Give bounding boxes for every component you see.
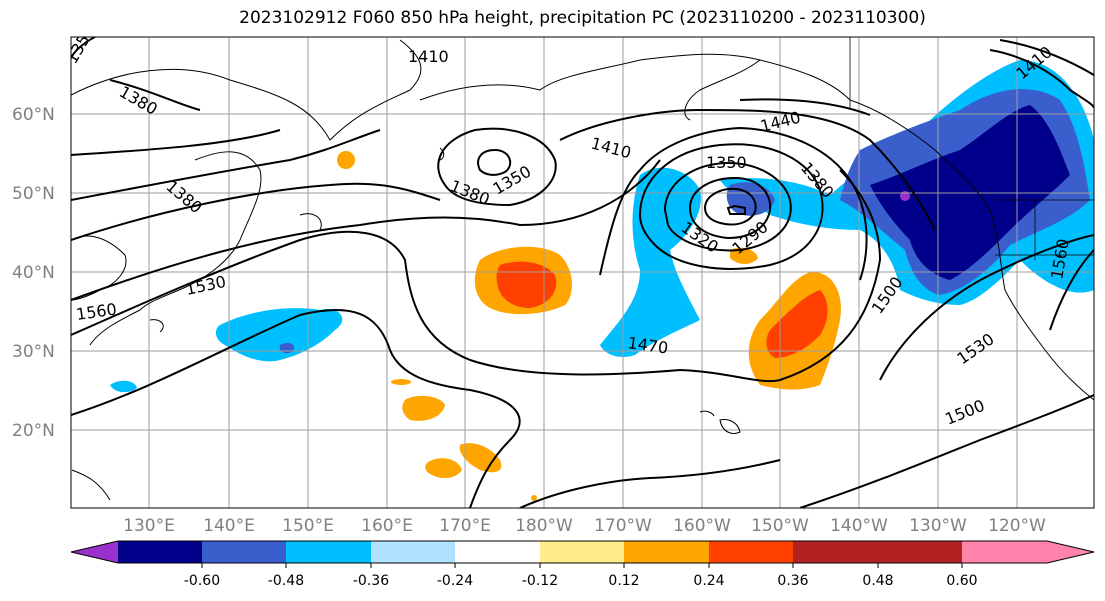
boundaries bbox=[849, 37, 1094, 260]
lon-label: 150°E bbox=[282, 516, 334, 536]
colorbar-segment bbox=[878, 541, 962, 563]
colorbar-segment bbox=[624, 541, 709, 563]
colorbar-tick-label: 0.48 bbox=[862, 573, 893, 589]
colorbar-segment bbox=[286, 541, 371, 563]
map-frame bbox=[70, 36, 1095, 509]
colorbar-tick-label: -0.48 bbox=[268, 573, 304, 589]
lon-label: 160°E bbox=[361, 516, 413, 536]
map-title: 2023102912 F060 850 hPa height, precipit… bbox=[239, 8, 926, 28]
lon-label: 140°E bbox=[203, 516, 255, 536]
coastlines bbox=[71, 39, 1094, 501]
lon-label: 130°W bbox=[909, 516, 967, 536]
longitude-labels: 130°E 140°E 150°E 160°E 170°E 180°W 170°… bbox=[123, 516, 1046, 536]
lon-label: 140°W bbox=[830, 516, 888, 536]
colorbar-segment bbox=[202, 541, 286, 563]
colorbar-segment bbox=[455, 541, 540, 563]
colorbar-segment bbox=[540, 541, 624, 563]
colorbar-tick-label: -0.24 bbox=[437, 573, 473, 589]
colorbar-segment bbox=[118, 541, 202, 563]
colorbar-tick-label: -0.36 bbox=[353, 573, 389, 589]
lat-label: 40°N bbox=[12, 263, 55, 283]
lat-label: 60°N bbox=[12, 105, 55, 125]
lon-label: 130°E bbox=[123, 516, 175, 536]
lon-label: 120°W bbox=[988, 516, 1046, 536]
lon-label: 160°W bbox=[673, 516, 731, 536]
negative-precip-shading bbox=[110, 60, 1094, 393]
positive-precip-shading bbox=[337, 151, 841, 501]
lat-label: 20°N bbox=[12, 421, 55, 441]
colorbar-outline bbox=[70, 540, 1095, 564]
colorbar-segment bbox=[793, 541, 878, 563]
height-contours bbox=[71, 37, 1094, 508]
lon-label: 150°W bbox=[751, 516, 809, 536]
colorbar-tick-label: 0.60 bbox=[946, 573, 977, 589]
colorbar-tick-label: 0.12 bbox=[608, 573, 639, 589]
lon-label: 170°W bbox=[594, 516, 652, 536]
lon-label: 170°E bbox=[439, 516, 491, 536]
lon-label: 180°W bbox=[515, 516, 573, 536]
colorbar-tick-label: -0.60 bbox=[184, 573, 220, 589]
colorbar-segment bbox=[709, 541, 793, 563]
contour-label: 1410 bbox=[408, 47, 449, 66]
latitude-labels: 60°N 50°N 40°N 30°N 20°N bbox=[12, 105, 55, 441]
colorbar-tick-label: 0.36 bbox=[777, 573, 808, 589]
colorbar-tick-label: 0.24 bbox=[693, 573, 724, 589]
colorbar-ticks bbox=[201, 563, 963, 568]
colorbar-tick-label: -0.12 bbox=[522, 573, 558, 589]
contour-label: 1350 bbox=[706, 153, 747, 172]
graticule bbox=[71, 37, 1094, 508]
colorbar-min-arrow bbox=[71, 541, 118, 563]
colorbar: -0.60 -0.48 -0.36 -0.24 -0.12 0.12 0.24 … bbox=[70, 540, 1095, 589]
lat-label: 30°N bbox=[12, 342, 55, 362]
lat-label: 50°N bbox=[12, 184, 55, 204]
colorbar-segment bbox=[371, 541, 455, 563]
